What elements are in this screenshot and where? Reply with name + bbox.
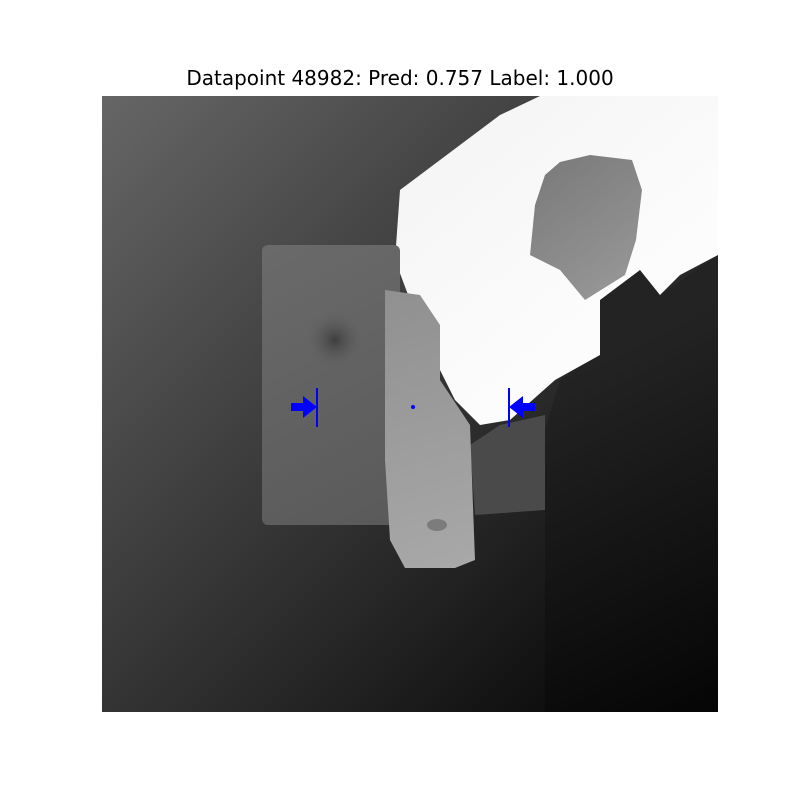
dark-region	[545, 255, 718, 712]
grasp-overlay	[291, 388, 535, 427]
light-bar	[385, 290, 475, 568]
figure-title: Datapoint 48982: Pred: 0.757 Label: 1.00…	[186, 66, 614, 90]
grasp-center-dot	[411, 405, 415, 409]
dark-step	[470, 415, 545, 515]
right-jaw-arrow	[509, 396, 535, 418]
grey-block	[530, 155, 642, 300]
grey-plate	[262, 245, 400, 525]
plate-hole	[300, 310, 370, 380]
bar-notch	[427, 519, 447, 531]
left-jaw-arrow	[291, 396, 317, 418]
